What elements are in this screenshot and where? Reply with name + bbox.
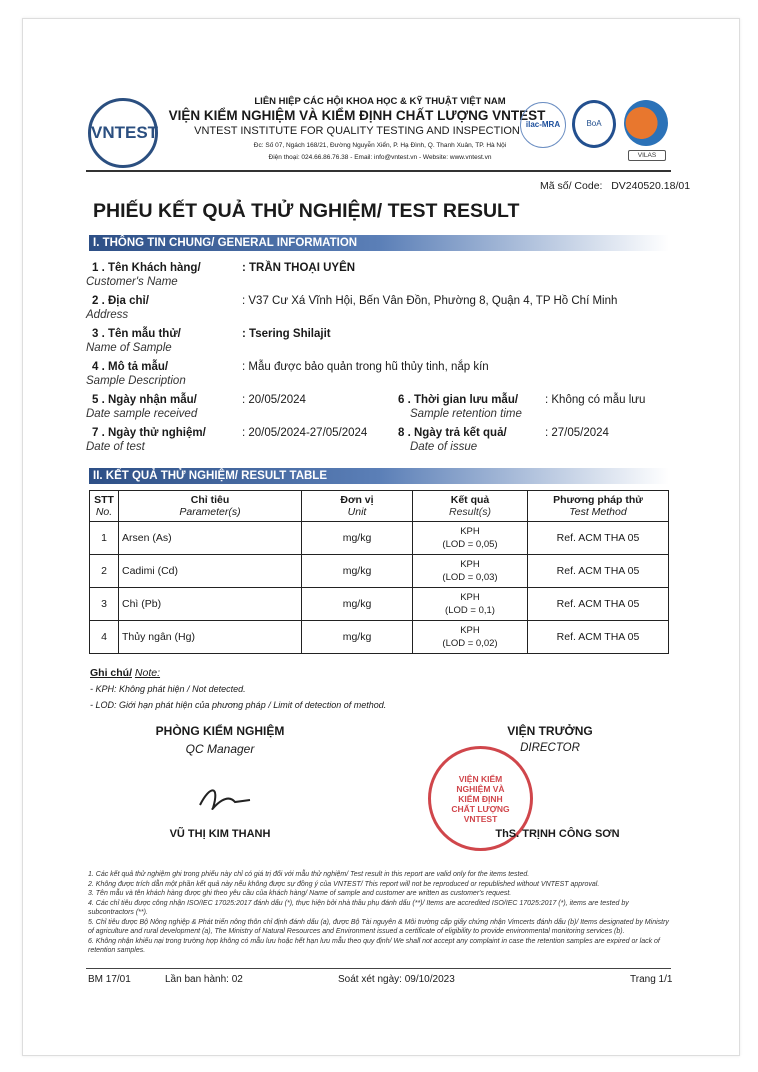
col-unit: Đơn vị Unit [301,490,413,522]
footnote: 5. Chỉ tiêu được Bộ Nông nghiệp & Phát t… [88,918,669,936]
info-value: : 20/05/2024 [242,394,306,406]
footnote: 1. Các kết quả thử nghiệm ghi trong phiế… [88,871,530,878]
info-value: : Không có mẫu lưu [545,394,646,406]
section-result-table: II. KẾT QUẢ THỬ NGHIỆM/ RESULT TABLE [89,468,669,484]
code: Mã số/ Code: DV240520.18/01 [540,180,691,192]
cell-no: 1 [89,521,119,555]
note-lod: - LOD: Giới hạn phát hiện của phương phá… [90,700,387,710]
info-label: 5 . Ngày nhận mẫu/Date sample received [86,394,198,420]
footnote: 6. Không nhận khiếu nại trong trường hợp… [88,937,660,955]
info-label: 3 . Tên mẫu thử/Name of Sample [86,328,181,354]
col-result: Kết quả Result(s) [412,490,528,522]
institute-name-en: VNTEST INSTITUTE FOR QUALITY TESTING AND… [194,125,520,137]
info-value: : 27/05/2024 [545,427,609,439]
table-row: 1 Arsen (As) mg/kg KPH (LOD = 0,05) Ref. ACM … [89,521,669,555]
table-header: STT No. Chỉ tiêu Parameter(s) Đơn vị Unit K… [89,490,669,522]
cell-method: Ref. ACM THA 05 [527,521,669,555]
footnote: 3. Tên mẫu và tên khách hàng được ghi th… [88,890,512,897]
note-kph: - KPH: Không phát hiện / Not detected. [90,684,246,694]
document-title: PHIẾU KẾT QUẢ THỬ NGHIỆM/ TEST RESULT [93,200,520,222]
cell-result: KPH (LOD = 0,05) [412,521,528,555]
cell-unit: mg/kg [301,521,413,555]
ilac-mra-logo: ilac-MRA [520,102,566,148]
boa-logo: BoA [572,100,616,148]
qc-manager-name: VŨ THỊ KIM THANH [169,828,271,840]
qc-manager-signature [199,789,251,810]
review-date: Soát xét ngày: 09/10/2023 [338,974,455,985]
info-value: : Mẫu được bảo quản trong hũ thủy tinh, … [242,361,489,373]
institute-name-vi: VIỆN KIỂM NGHIỆM VÀ KIỂM ĐỊNH CHẤT LƯỢNG… [168,108,546,123]
footnotes: 1. Các kết quả thử nghiệm ghi trong phiế… [88,870,670,956]
cell-parameter: Arsen (As) [118,521,302,555]
info-value: : Tsering Shilajit [242,328,331,340]
form-number: BM 17/01 [88,974,131,985]
page-number: Trang 1/1 [630,974,673,985]
header-divider [86,170,671,172]
federation-name: LIÊN HIỆP CÁC HỘI KHOA HỌC & KỸ THUẬT VI… [254,96,506,107]
result-table: STT No. Chỉ tiêu Parameter(s) Đơn vị Unit K… [89,490,669,654]
cell-method: Ref. ACM THA 05 [527,554,669,588]
col-method: Phương pháp thử Test Method [527,490,669,522]
vilas-logo [624,100,668,146]
cell-no: 4 [89,620,119,654]
info-value: : V37 Cư Xá Vĩnh Hội, Bến Vân Đồn, Phườn… [242,295,618,307]
cell-unit: mg/kg [301,554,413,588]
qc-manager-en: QC Manager [185,742,255,756]
cell-unit: mg/kg [301,587,413,621]
notes-title: Ghi chú/ Note: [90,667,161,679]
table-row: 3 Chì (Pb) mg/kg KPH (LOD = 0,1) Ref. ACM THA… [89,587,669,621]
cell-method: Ref. ACM THA 05 [527,587,669,621]
info-label: 7 . Ngày thử nghiệm/Date of test [86,427,206,453]
info-value: : TRẦN THOẠI UYÊN [242,262,356,274]
cell-unit: mg/kg [301,620,413,654]
cell-result: KPH (LOD = 0,02) [412,620,528,654]
cell-method: Ref. ACM THA 05 [527,620,669,654]
info-label: 6 . Thời gian lưu mẫu/Sample retention t… [398,394,522,420]
info-label: 4 . Mô tả mẫu/Sample Description [86,361,186,387]
info-label: 8 . Ngày trả kết quả/Date of issue [398,427,507,453]
cell-parameter: Cadimi (Cd) [118,554,302,588]
footer-divider [86,968,671,969]
cell-no: 3 [89,587,119,621]
address: Đc: Số 07, Ngách 168/21, Đường Nguyễn Xi… [253,142,507,149]
vntest-logo: VNTEST [88,98,158,168]
col-no: STT No. [89,490,119,522]
table-row: 4 Thủy ngân (Hg) mg/kg KPH (LOD = 0,02) Ref. … [89,620,669,654]
info-label: 2 . Địa chỉ/Address [86,295,149,321]
cell-result: KPH (LOD = 0,1) [412,587,528,621]
official-stamp: VIỆN KIỂM NGHIỆM VÀ KIỂM ĐỊNH CHẤT LƯỢNG… [428,746,533,851]
cell-result: KPH (LOD = 0,03) [412,554,528,588]
edition: Lần ban hành: 02 [165,974,243,985]
director-en: DIRECTOR [520,742,580,754]
col-parameter: Chỉ tiêu Parameter(s) [118,490,302,522]
cell-parameter: Chì (Pb) [118,587,302,621]
info-label: 1 . Tên Khách hàng/Customer's Name [86,262,201,288]
cell-parameter: Thủy ngân (Hg) [118,620,302,654]
vilas-logo-label: VILAS [628,150,666,161]
footnote: 2. Không được trích dẫn một phần kết quả… [88,880,600,888]
table-row: 2 Cadimi (Cd) mg/kg KPH (LOD = 0,03) Ref. ACM… [89,554,669,588]
info-value: : 20/05/2024-27/05/2024 [242,427,368,439]
cell-no: 2 [89,554,119,588]
section-general-info: I. THÔNG TIN CHUNG/ GENERAL INFORMATION [89,235,669,251]
director-title: VIỆN TRƯỞNG [507,724,593,738]
qc-manager-title: PHÒNG KIỂM NGHIỆM [155,724,285,738]
director-name: ThS. TRỊNH CÔNG SƠN [495,828,620,840]
footnote: 4. Các chỉ tiêu được công nhận ISO/IEC 1… [88,899,629,917]
contact: Điện thoại: 024.66.86.76.38 - Email: inf… [268,154,492,161]
